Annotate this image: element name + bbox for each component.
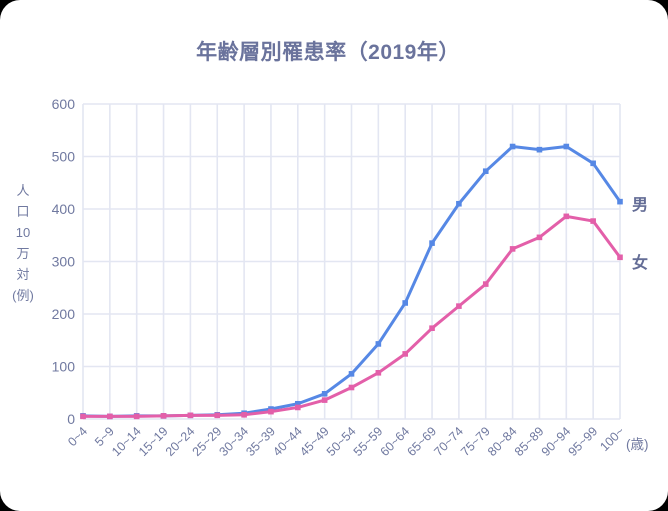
male-data-point bbox=[563, 143, 570, 150]
x-tick-label: 20~24 bbox=[163, 424, 198, 459]
male-data-point bbox=[429, 240, 435, 246]
x-tick-label: 30~34 bbox=[216, 424, 251, 459]
x-tick-label: 85~89 bbox=[512, 424, 547, 459]
y-axis-label-line: 10 bbox=[15, 225, 31, 240]
x-axis-unit-label: (歳) bbox=[626, 437, 649, 452]
x-tick-label: 65~69 bbox=[404, 424, 439, 459]
female-data-point bbox=[375, 370, 382, 376]
female-data-point bbox=[536, 234, 543, 241]
female-data-point bbox=[590, 218, 596, 224]
female-data-point bbox=[187, 412, 194, 419]
male-data-point bbox=[295, 400, 301, 407]
y-axis-label-line: 万 bbox=[16, 246, 30, 261]
y-tick-label: 100 bbox=[52, 359, 76, 375]
male-data-point bbox=[402, 300, 408, 306]
y-tick-label: 200 bbox=[52, 306, 76, 322]
x-tick-label: 55~59 bbox=[351, 424, 386, 459]
x-tick-label: 40~44 bbox=[270, 424, 305, 459]
female-data-point bbox=[160, 413, 167, 419]
series-label-male: 男 bbox=[632, 197, 649, 214]
y-tick-label: 500 bbox=[52, 149, 76, 165]
female-data-point bbox=[268, 408, 274, 415]
female-data-point bbox=[509, 246, 516, 252]
x-tick-label: 35~39 bbox=[243, 424, 278, 459]
y-tick-label: 300 bbox=[52, 254, 76, 270]
x-tick-label: 45~49 bbox=[297, 424, 332, 459]
chart-title: 年齢層別罹患率（2019年） bbox=[196, 41, 460, 64]
x-tick-label: 95~99 bbox=[566, 424, 601, 459]
x-tick-label: 80~84 bbox=[485, 424, 520, 459]
x-tick-label: 15~19 bbox=[136, 424, 171, 459]
female-data-point bbox=[214, 412, 221, 419]
female-data-point bbox=[617, 254, 623, 261]
female-data-point bbox=[80, 413, 86, 420]
female-data-point bbox=[402, 351, 408, 357]
y-tick-label: 600 bbox=[52, 96, 76, 112]
male-data-point bbox=[509, 143, 516, 150]
y-axis-label: 人口 10 万対 (例) bbox=[8, 180, 38, 306]
female-data-point bbox=[456, 303, 462, 309]
y-axis-label-line: 人 bbox=[16, 183, 30, 198]
series-label-female: 女 bbox=[632, 255, 649, 272]
male-data-point bbox=[536, 146, 543, 153]
female-data-point bbox=[321, 397, 328, 403]
y-tick-label: 0 bbox=[67, 411, 75, 427]
female-data-point bbox=[295, 404, 301, 411]
female-data-point bbox=[348, 384, 355, 391]
x-tick-label: 50~54 bbox=[324, 424, 359, 459]
male-data-point bbox=[321, 391, 328, 397]
y-axis-label-line: 口 bbox=[16, 204, 30, 219]
x-tick-label: 70~74 bbox=[431, 424, 466, 459]
female-data-point bbox=[107, 413, 113, 420]
male-data-point bbox=[456, 200, 462, 207]
female-data-point bbox=[429, 325, 435, 331]
x-tick-label: 25~29 bbox=[190, 424, 225, 459]
male-data-point bbox=[482, 168, 489, 174]
x-tick-label: 100~ bbox=[597, 424, 627, 454]
male-data-point bbox=[348, 371, 355, 377]
y-axis-label-line: 対 bbox=[16, 267, 30, 282]
male-data-point bbox=[375, 341, 382, 347]
x-tick-label: 0~4 bbox=[65, 424, 90, 449]
x-tick-label: 10~14 bbox=[109, 424, 144, 459]
female-data-point bbox=[482, 281, 489, 287]
female-data-point bbox=[563, 213, 570, 220]
male-data-point bbox=[590, 160, 596, 167]
y-axis-label-line: (例) bbox=[12, 288, 34, 303]
x-tick-label: 75~79 bbox=[458, 424, 493, 459]
male-data-point bbox=[617, 198, 623, 205]
female-data-point bbox=[133, 413, 140, 420]
female-data-point bbox=[241, 412, 247, 418]
y-tick-label: 400 bbox=[52, 201, 76, 217]
x-tick-label: 60~64 bbox=[378, 424, 413, 459]
x-tick-label: 90~94 bbox=[539, 424, 574, 459]
